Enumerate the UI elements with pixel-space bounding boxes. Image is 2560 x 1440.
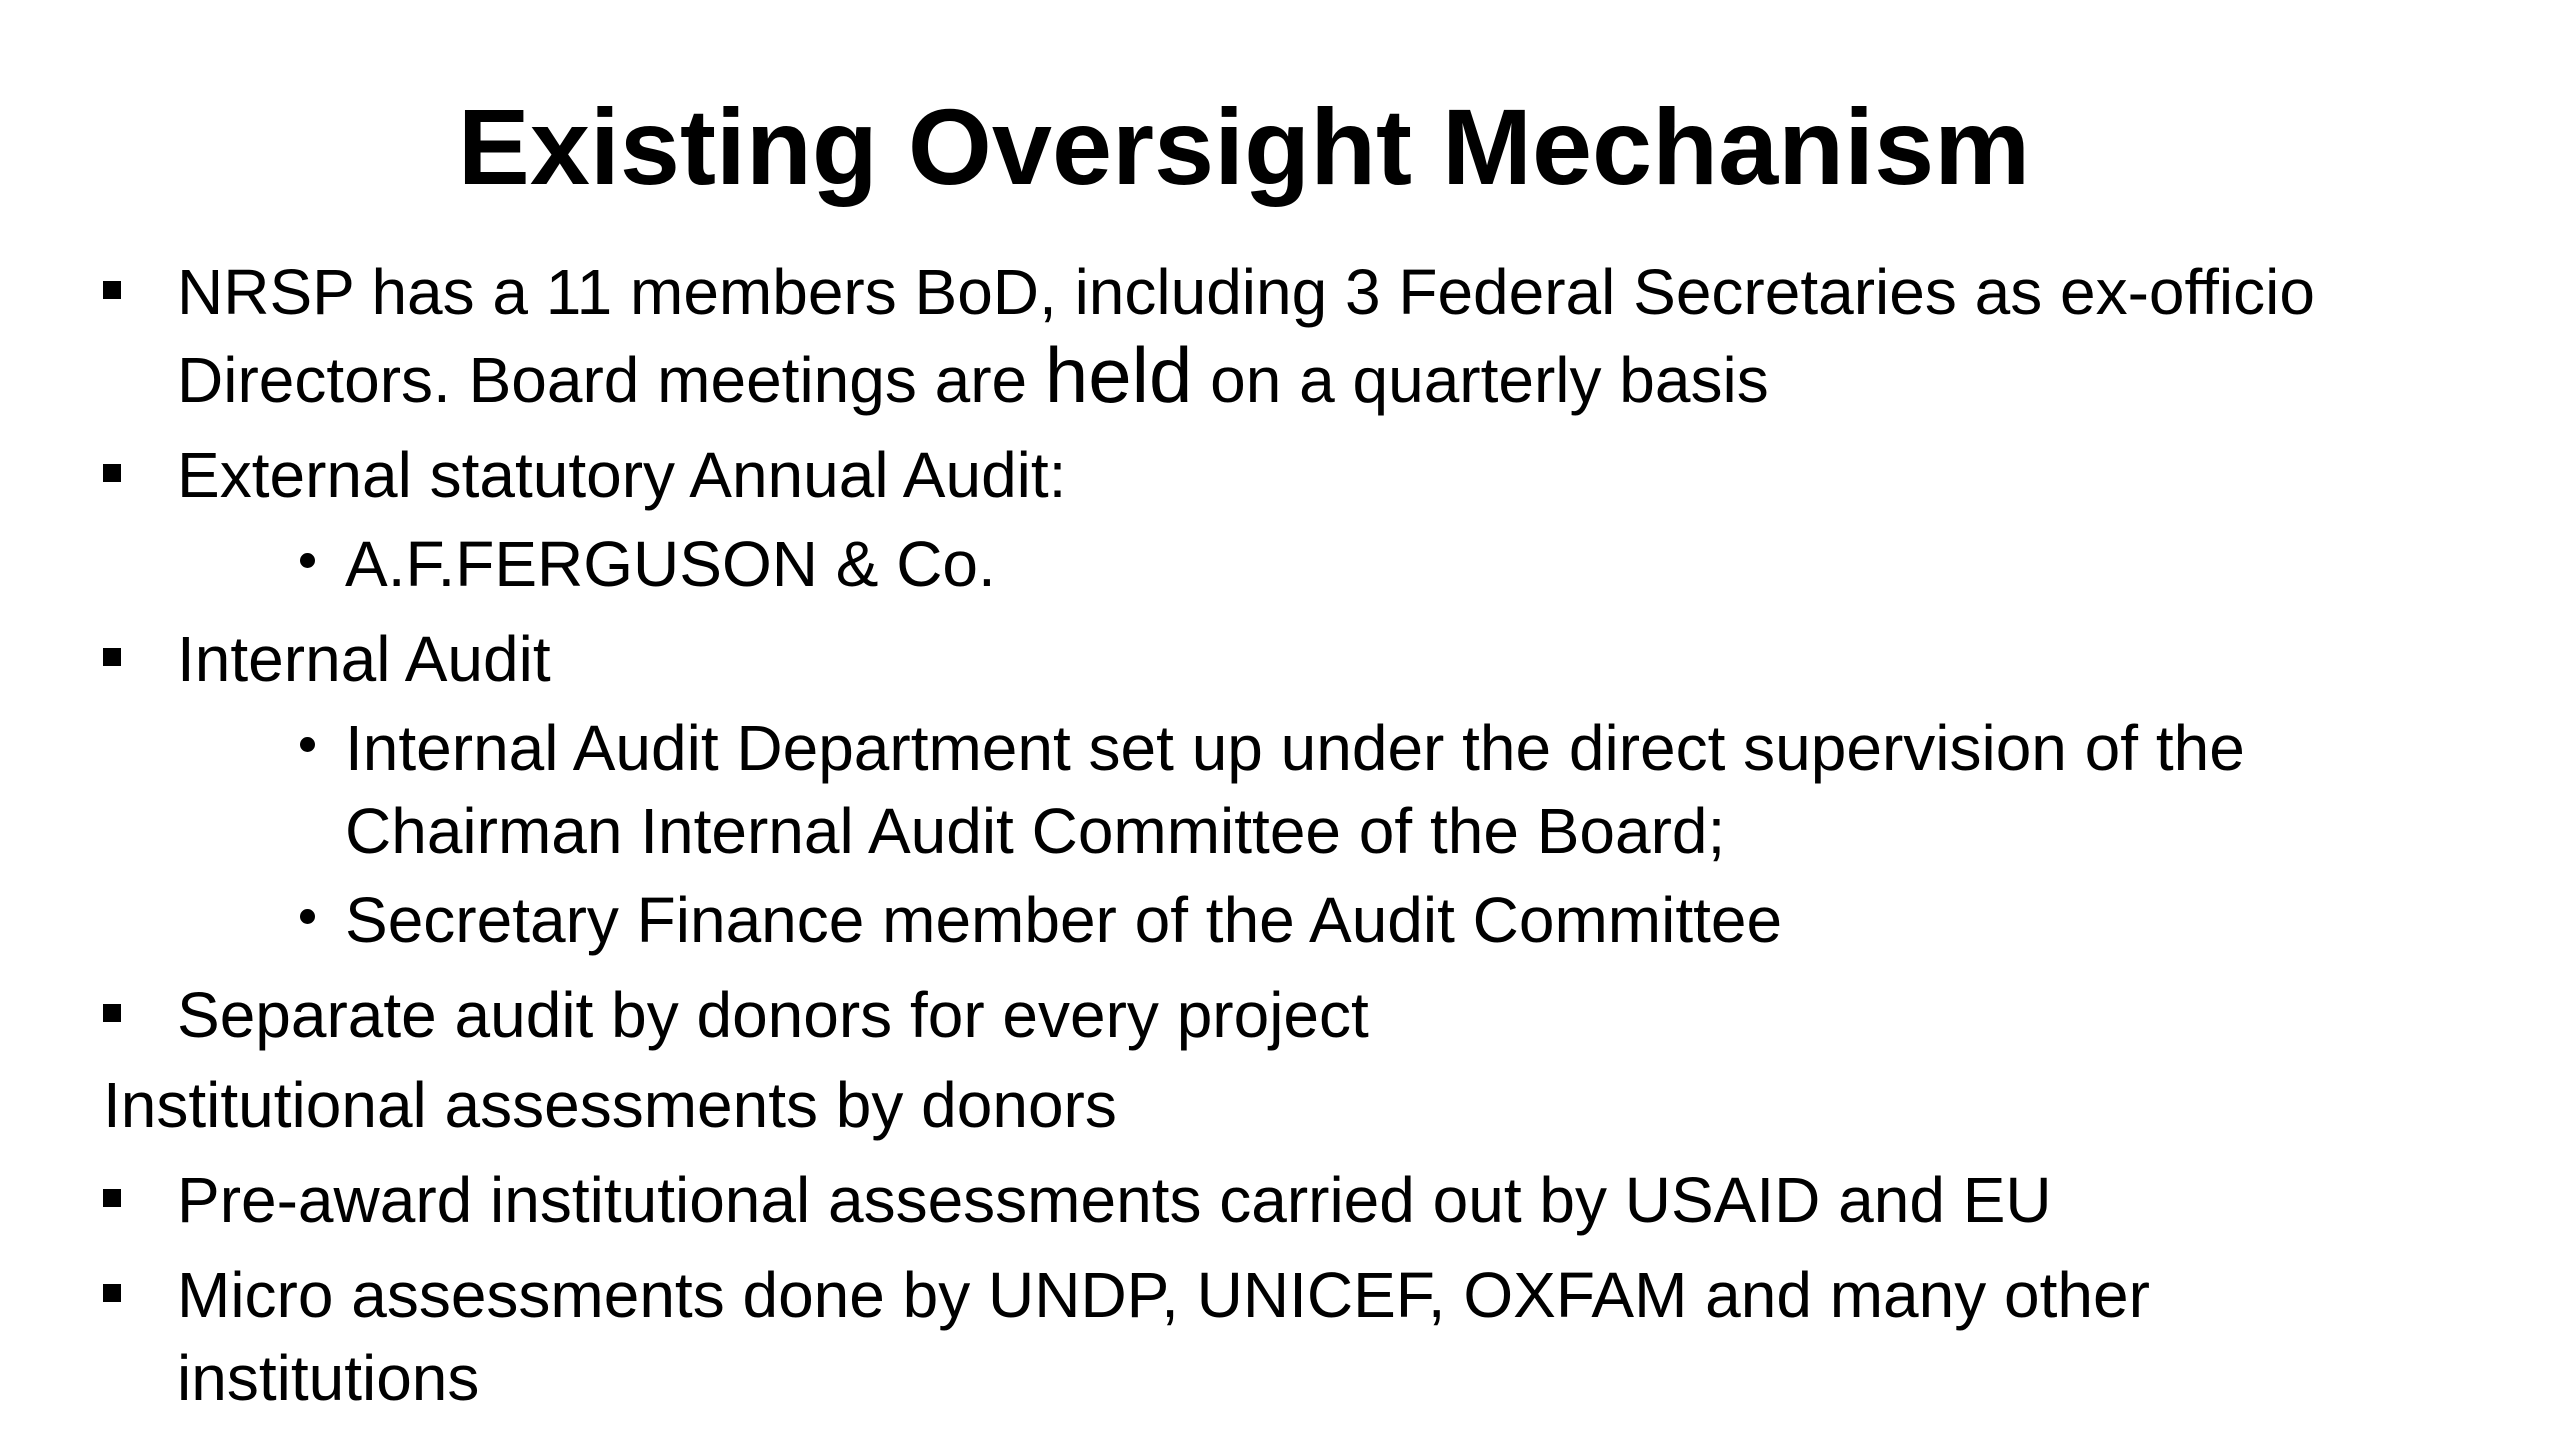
round-bullet-glyph [300,909,315,924]
bullet-item-pre-award: Pre-award institutional assessments carr… [103,1159,2553,1242]
square-bullet-icon [103,618,177,701]
square-bullet-glyph [103,464,121,482]
round-bullet-icon [103,879,345,962]
square-bullet-icon [103,974,177,1057]
square-bullet-glyph [103,648,121,666]
bullet-line: Institutional assessments by donors [103,1069,1117,1141]
bullet-line: Internal Audit Department set up under t… [345,712,2245,784]
bullet-line: NRSP has a 11 members BoD, including 3 F… [177,256,2315,328]
text-item-institutional-assessments: Institutional assessments by donors [103,1064,2553,1147]
round-bullet-glyph [300,737,315,752]
bullet-list: NRSP has a 11 members BoD, including 3 F… [103,251,2553,1420]
bullet-line: institutions [177,1342,480,1414]
bullet-item-external-audit: External statutory Annual Audit: [103,434,2553,517]
bullet-item-micro-assessments: Micro assessments done by UNDP, UNICEF, … [103,1254,2553,1420]
square-bullet-glyph [103,1004,121,1022]
slide-title: Existing Oversight Mechanism [457,86,2031,207]
square-bullet-glyph [103,281,121,299]
bullet-line: Separate audit by donors for every proje… [177,979,1369,1051]
bullet-line: Secretary Finance member of the Audit Co… [345,884,1783,956]
round-bullet-icon [103,523,345,606]
sub-bullet-item-secretary-finance: Secretary Finance member of the Audit Co… [103,879,2553,962]
bullet-line: Micro assessments done by UNDP, UNICEF, … [177,1259,2150,1331]
square-bullet-icon [103,434,177,517]
square-bullet-glyph [103,1284,121,1302]
bullet-item-separate-audit: Separate audit by donors for every proje… [103,974,2553,1057]
square-bullet-glyph [103,1189,121,1207]
sub-bullet-item-ferguson: A.F.FERGUSON & Co. [103,523,2553,606]
sub-bullet-item-iad-setup: Internal Audit Department set up under t… [103,707,2553,873]
emphasized-word: held [1044,331,1193,419]
bullet-line-suffix: on a quarterly basis [1192,344,1769,416]
square-bullet-icon [103,1159,177,1242]
bullet-item-internal-audit: Internal Audit [103,618,2553,701]
bullet-line: External statutory Annual Audit: [177,439,1067,511]
bullet-line: A.F.FERGUSON & Co. [345,528,996,600]
bullet-line-prefix: Directors. Board meetings are [177,344,1045,416]
round-bullet-icon [103,707,345,790]
bullet-line: Internal Audit [177,623,551,695]
round-bullet-glyph [300,553,315,568]
square-bullet-icon [103,251,177,334]
square-bullet-icon [103,1254,177,1337]
bullet-item-nrsp-bod: NRSP has a 11 members BoD, including 3 F… [103,251,2553,422]
bullet-line: Pre-award institutional assessments carr… [177,1164,2052,1236]
bullet-line: Chairman Internal Audit Committee of the… [345,795,1726,867]
